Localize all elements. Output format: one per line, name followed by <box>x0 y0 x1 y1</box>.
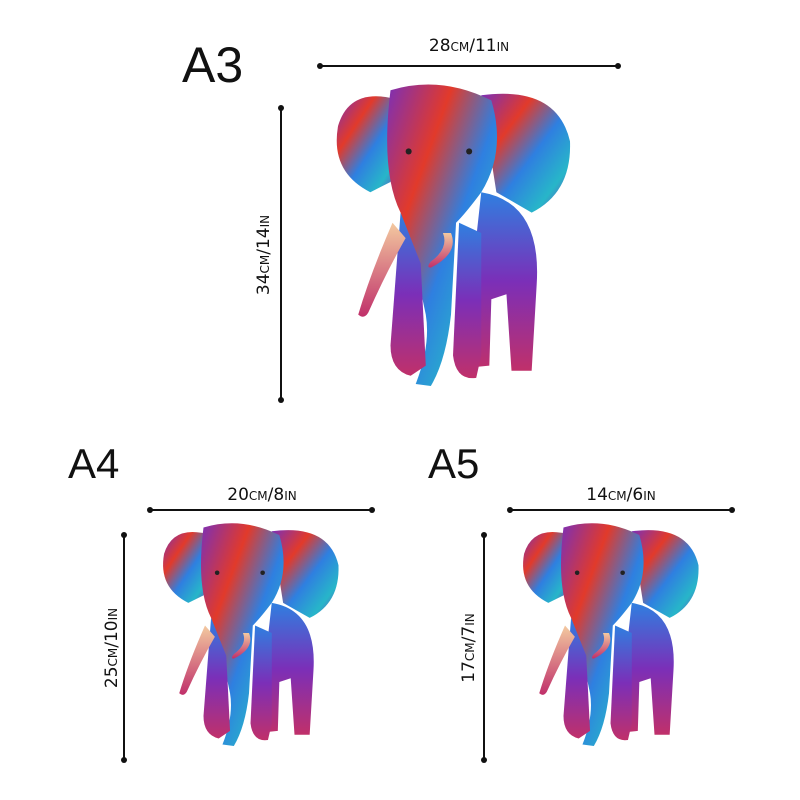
height-label-a3: 34cm/14in <box>254 214 274 296</box>
height-arrow-a4 <box>121 532 127 763</box>
width-label-a5: 14cm/6in <box>586 485 656 505</box>
height-label-a5: 17cm/7in <box>459 613 479 683</box>
elephant-image-a5 <box>518 520 700 746</box>
size-label-a5: A5 <box>428 440 480 487</box>
elephant-image-a4 <box>158 520 340 746</box>
size-label-a4: A4 <box>68 440 120 487</box>
height-arrow-a5 <box>481 532 487 763</box>
height-arrow-a3 <box>278 105 284 403</box>
height-label-a4: 25cm/10in <box>102 607 122 689</box>
elephant-image-a3 <box>330 80 572 387</box>
width-arrow-a3 <box>317 63 621 69</box>
width-label-a3: 28cm/11in <box>428 36 510 56</box>
width-label-a4: 20cm/8in <box>227 485 297 505</box>
width-arrow-a4 <box>147 507 375 513</box>
width-arrow-a5 <box>507 507 735 513</box>
size-label-a3: A3 <box>182 37 244 93</box>
